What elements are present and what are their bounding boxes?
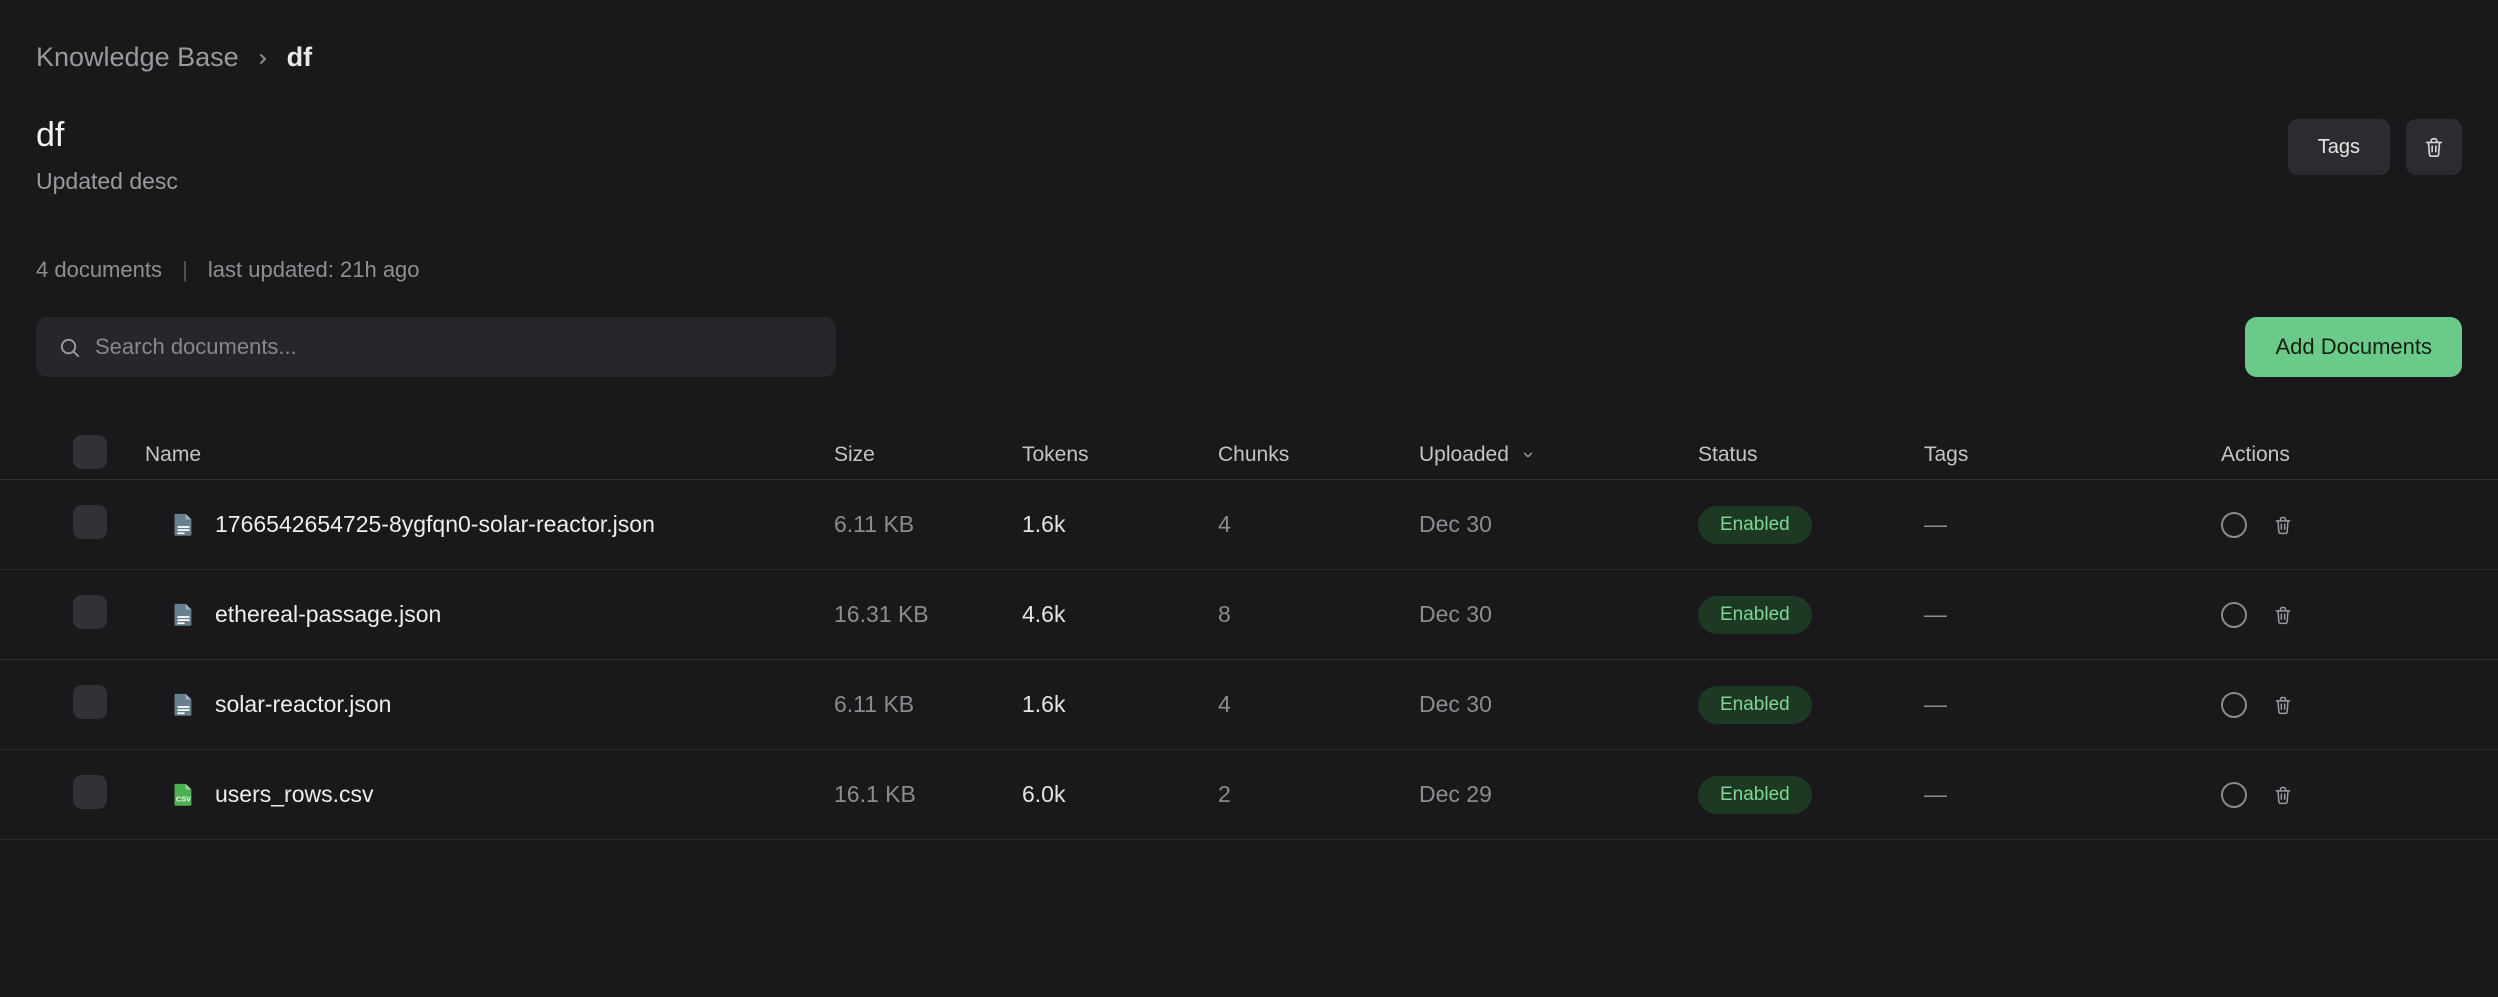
svg-text:CSV: CSV xyxy=(176,795,191,804)
